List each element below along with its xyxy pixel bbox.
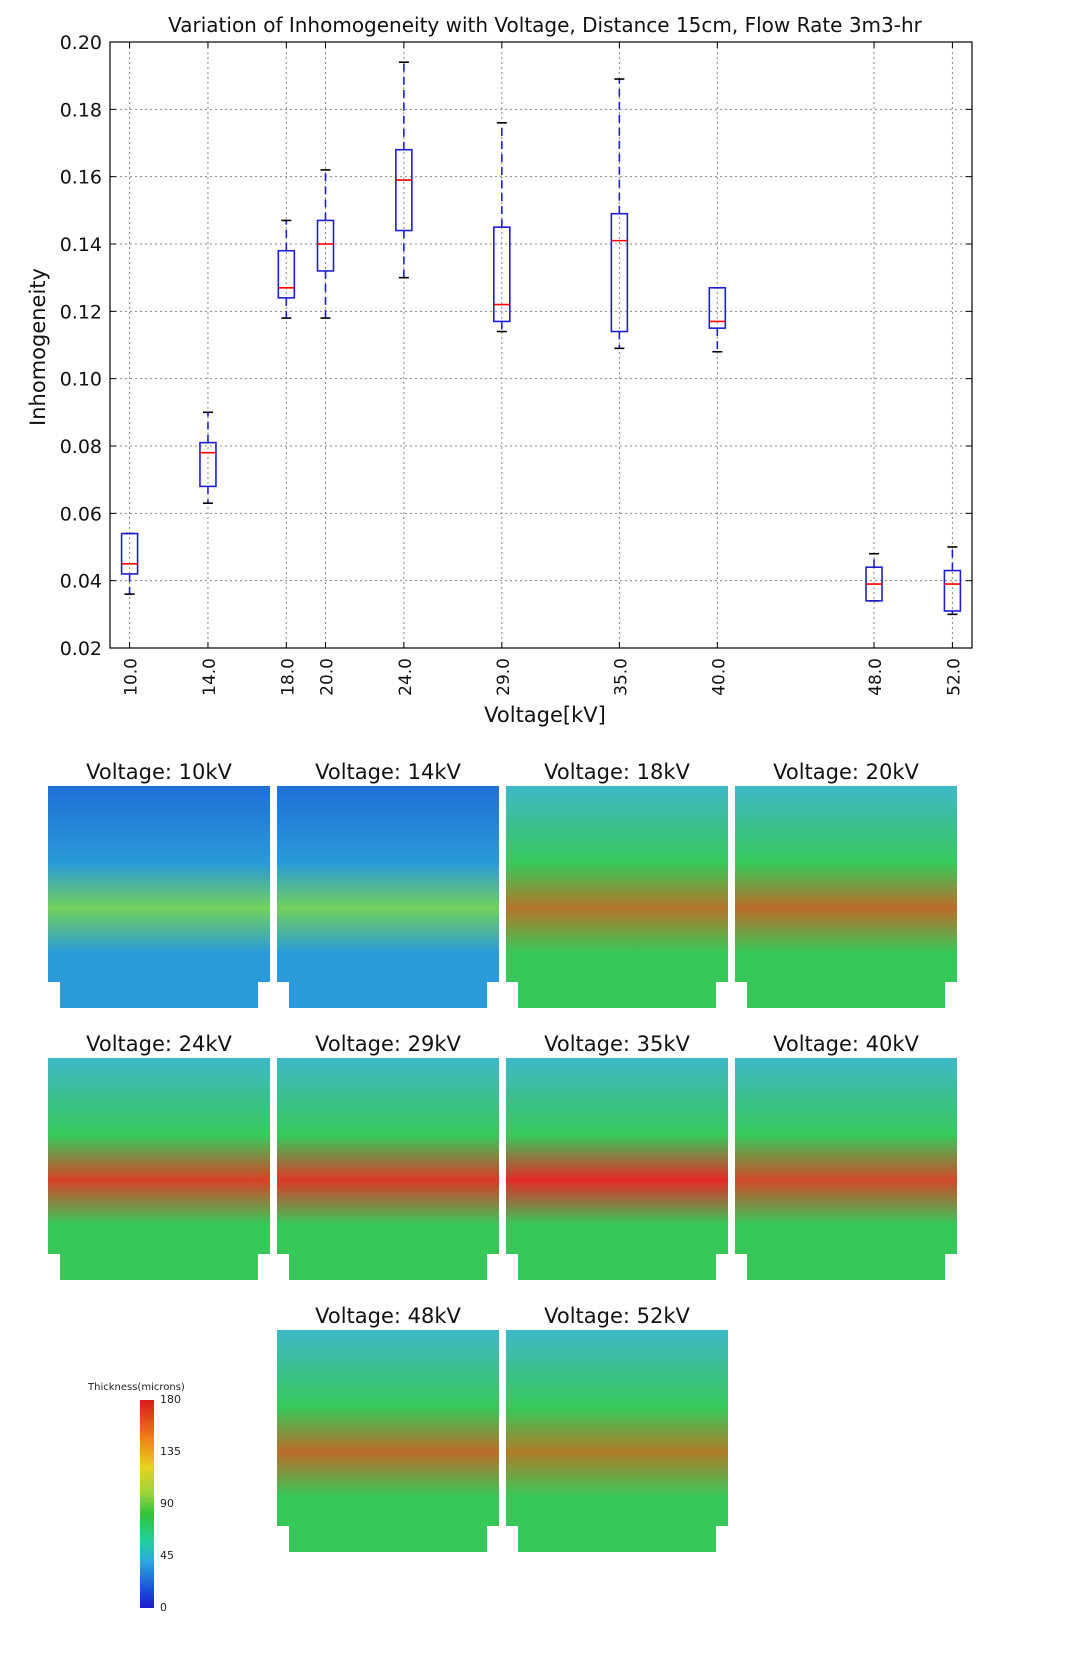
panel-title: Voltage: 10kV (86, 760, 232, 784)
colorbar (140, 1400, 154, 1608)
x-tick-label: 24.0 (396, 658, 416, 696)
panel-title: Voltage: 29kV (315, 1032, 461, 1056)
box-iqr (708, 286, 727, 329)
colorbar-tick-label: 45 (160, 1549, 174, 1562)
y-axis-label: Inhomogeneity (26, 268, 50, 426)
y-tick-label: 0.18 (60, 99, 102, 121)
x-tick-label: 10.0 (122, 658, 142, 696)
x-tick-label: 18.0 (278, 658, 298, 696)
x-tick-label: 29.0 (494, 658, 514, 696)
y-tick-label: 0.16 (60, 167, 102, 189)
plot-area: 0.02 0.04 0.06 0.08 0.10 0.12 0.14 0.16 0.18 0.20… (60, 32, 973, 696)
thickness-map-image (277, 1058, 499, 1280)
box-iqr (316, 219, 335, 272)
thickness-map-image (506, 786, 728, 1008)
box-iqr (120, 532, 139, 575)
box-iqr (395, 148, 413, 232)
box-iqr (610, 212, 629, 333)
box-iqr (493, 226, 511, 323)
y-tick-label: 0.08 (60, 436, 102, 458)
x-tick-label: 52.0 (944, 658, 964, 696)
panel-title: Voltage: 40kV (773, 1032, 919, 1056)
x-tick-label: 40.0 (709, 658, 729, 696)
thickness-map-image (277, 786, 499, 1008)
thickness-map-image (48, 1058, 270, 1280)
colorbar-tick-label: 180 (160, 1393, 181, 1406)
colorbar-tick-label: 0 (160, 1601, 167, 1614)
colorbar-title: Thickness(microns) (88, 1382, 185, 1393)
x-tick-label: 14.0 (200, 658, 220, 696)
y-tick-label: 0.20 (60, 32, 102, 54)
thickness-map-image (277, 1330, 499, 1552)
plot-frame (109, 41, 973, 649)
y-tick-label: 0.06 (60, 503, 102, 525)
box-iqr (277, 249, 296, 299)
box-iqr (943, 569, 962, 612)
thickness-map-image (506, 1330, 728, 1552)
box-iqr (199, 441, 217, 488)
panel-title: Voltage: 24kV (86, 1032, 232, 1056)
panel-title: Voltage: 52kV (544, 1304, 690, 1328)
x-tick-label: 48.0 (866, 658, 886, 696)
x-axis-label: Voltage[kV] (484, 703, 606, 727)
panel-title: Voltage: 18kV (544, 760, 690, 784)
panel-title: Voltage: 48kV (315, 1304, 461, 1328)
panel-title: Voltage: 20kV (773, 760, 919, 784)
thickness-map-image (735, 786, 957, 1008)
y-tick-label: 0.12 (60, 301, 102, 323)
y-tick-label: 0.02 (60, 638, 102, 660)
x-tick-label: 20.0 (318, 658, 338, 696)
y-tick-label: 0.04 (60, 571, 102, 593)
colorbar-tick-label: 135 (160, 1445, 181, 1458)
panel-title: Voltage: 14kV (315, 760, 461, 784)
thickness-map-image (735, 1058, 957, 1280)
y-tick-label: 0.10 (60, 369, 102, 391)
y-tick-label: 0.14 (60, 234, 102, 256)
thickness-map-image (48, 786, 270, 1008)
panel-title: Voltage: 35kV (544, 1032, 690, 1056)
colorbar-tick-label: 90 (160, 1497, 174, 1510)
x-tick-label: 35.0 (611, 658, 631, 696)
box-plot-chart: Variation of Inhomogeneity with Voltage,… (26, 13, 973, 727)
chart-title: Variation of Inhomogeneity with Voltage,… (168, 13, 923, 37)
thickness-map-image (506, 1058, 728, 1280)
